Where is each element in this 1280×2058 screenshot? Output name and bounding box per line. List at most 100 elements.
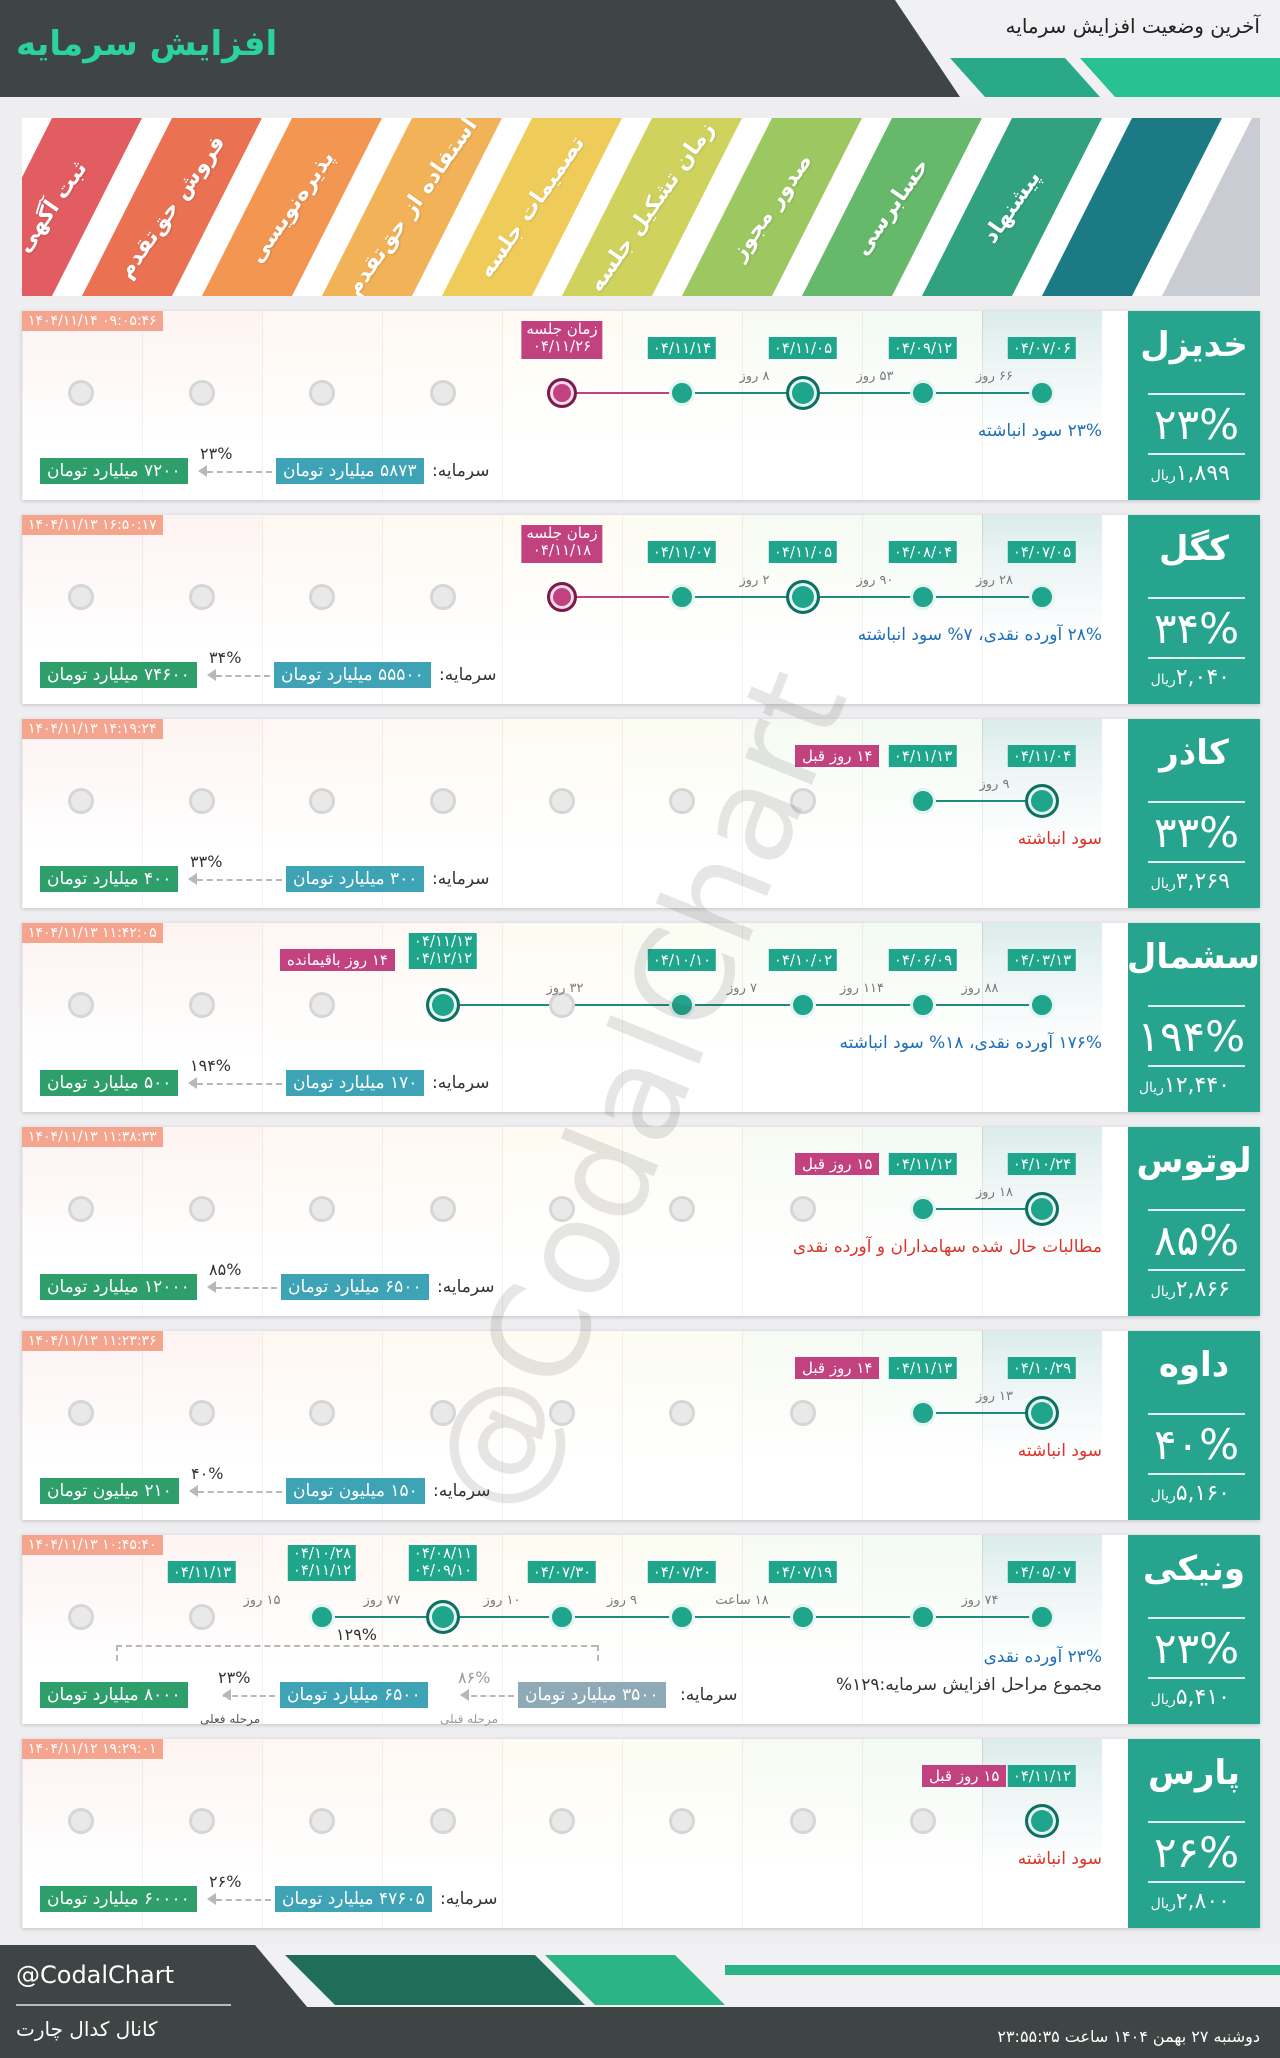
progress-node bbox=[790, 1604, 816, 1630]
stage-prev-label: مرحله قبلی bbox=[440, 1712, 499, 1726]
company-name[interactable]: داوه bbox=[1158, 1345, 1230, 1385]
timestamp: ۱۴۰۴/۱۱/۱۲ ۱۹:۲۹:۰۱ bbox=[22, 1739, 163, 1759]
total-bracket bbox=[116, 1645, 597, 1647]
meeting-date: ۰۴/۱۱/۲۶ bbox=[532, 337, 592, 355]
pending-node bbox=[790, 1196, 816, 1222]
increase-percent: ۲۳% bbox=[1148, 393, 1245, 455]
description: مطالبات حال شده سهامداران و آورده نقدی bbox=[792, 1237, 1102, 1257]
day-gap: ۹۰ روز bbox=[856, 573, 894, 588]
pending-node bbox=[68, 1196, 94, 1222]
company-panel[interactable]: کگل ۳۴% ۲,۰۴۰ریال bbox=[1128, 515, 1260, 704]
meeting-title: زمان جلسه bbox=[526, 524, 598, 542]
price-unit: ریال bbox=[1150, 1284, 1176, 1300]
day-gap: ۱۰ روز bbox=[483, 1593, 521, 1608]
company-name[interactable]: سشمال bbox=[1126, 937, 1260, 977]
day-gap: ۷۴ روز bbox=[961, 1593, 999, 1608]
timeline-line bbox=[923, 1208, 1042, 1210]
company-name[interactable]: کاذر bbox=[1159, 733, 1229, 773]
company-name[interactable]: ونیکی bbox=[1143, 1549, 1245, 1589]
day-gap: ۱۵ روز bbox=[243, 1593, 281, 1608]
timeline-line bbox=[923, 1412, 1042, 1414]
date-label: ۰۴/۱۱/۱۳ bbox=[888, 745, 958, 767]
date-label: ۰۴/۱۱/۰۵ bbox=[768, 337, 838, 359]
timeline-line-pending bbox=[562, 596, 682, 598]
date-label: ۰۴/۱۰/۲۴ bbox=[1007, 1153, 1077, 1175]
progress-node bbox=[1029, 380, 1055, 406]
pending-node bbox=[549, 1400, 575, 1426]
description: ۲۳% آورده نقدی bbox=[983, 1647, 1102, 1667]
progress-node bbox=[426, 1600, 460, 1634]
remaining-badge: ۱۴ روز باقیمانده bbox=[280, 949, 395, 971]
timestamp: ۱۴۰۴/۱۱/۱۳ ۱۰:۴۵:۴۰ bbox=[22, 1535, 163, 1555]
bracket-tick bbox=[597, 1645, 599, 1661]
progress-node bbox=[669, 992, 695, 1018]
footer-channel[interactable]: کانال کدال چارت bbox=[16, 2017, 158, 2041]
day-gap: ۷ روز bbox=[727, 981, 757, 996]
stage-label: صدور مجوز bbox=[726, 149, 818, 265]
timeline-line bbox=[923, 800, 1042, 802]
price-unit: ریال bbox=[1150, 672, 1176, 688]
stage-label: پیشنهاد bbox=[978, 165, 1046, 249]
company-card: ۰۴/۰۵/۰۷ ۰۴/۰۷/۱۹ ۰۴/۰۷/۲۰ ۰۴/۰۷/۳۰ ۰۴/۰۸/۱۱… bbox=[22, 1535, 1260, 1726]
capital-arrow bbox=[216, 1899, 271, 1901]
date-label: ۰۴/۱۱/۱۳ bbox=[167, 1561, 237, 1583]
price-value: ۵,۱۶۰ bbox=[1175, 1481, 1230, 1506]
company-name[interactable]: خدیزل bbox=[1140, 325, 1248, 365]
pending-node bbox=[189, 1808, 215, 1834]
pending-node bbox=[430, 380, 456, 406]
share-price: ۱۲,۴۴۰ریال bbox=[1139, 1073, 1230, 1098]
progress-node bbox=[786, 376, 820, 410]
date-label: ۰۴/۰۳/۱۳ bbox=[1007, 949, 1077, 971]
increase-percent: ۳۴% bbox=[1148, 597, 1245, 659]
progress-node bbox=[1025, 784, 1059, 818]
arrow-head bbox=[188, 873, 197, 885]
company-name[interactable]: پارس bbox=[1147, 1753, 1241, 1793]
capital-label: سرمایه: bbox=[432, 869, 490, 889]
price-unit: ریال bbox=[1150, 468, 1176, 484]
meeting-date: ۰۴/۱۱/۱۸ bbox=[532, 541, 592, 559]
pending-node bbox=[189, 992, 215, 1018]
capital-arrow bbox=[197, 1083, 282, 1085]
stage-banner: ثبت آگهی فروش حق‌تقدم پذیره‌نویسی استفاده ا… bbox=[22, 118, 1260, 296]
elapsed-badge: ۱۵ روز قبل bbox=[795, 1153, 880, 1175]
description-total: مجموع مراحل افزایش سرمایه:۱۲۹% bbox=[835, 1675, 1102, 1695]
progress-node bbox=[786, 580, 820, 614]
company-card: ۰۴/۱۱/۱۲ ۱۵ روز قبل ۱۴۰۴/۱۱/۱۲ ۱۹:۲۹:۰۱ سود… bbox=[22, 1739, 1260, 1928]
day-gap: ۹ روز bbox=[607, 1593, 637, 1608]
description: ۱۷۶% آورده نقدی، ۱۸% سود انباشته bbox=[839, 1033, 1102, 1053]
description: سود انباشته bbox=[1017, 1441, 1102, 1461]
pending-node bbox=[189, 788, 215, 814]
company-panel[interactable]: لوتوس ۸۵% ۲,۸۶۶ریال bbox=[1128, 1127, 1260, 1316]
footer-handle[interactable]: @CodalChart bbox=[16, 1961, 175, 1989]
company-panel[interactable]: داوه ۴۰% ۵,۱۶۰ریال bbox=[1128, 1331, 1260, 1520]
capital-to: ۷۴۶۰۰ میلیارد تومان bbox=[40, 662, 197, 688]
company-card: ۰۴/۱۰/۲۴ ۰۴/۱۱/۱۲ ۱۸ روز ۱۵ روز قبل ۱۴۰۴/۱۱/… bbox=[22, 1127, 1260, 1316]
progress-node bbox=[1025, 1192, 1059, 1226]
date-label: ۰۴/۰۸/۱۱ ۰۴/۰۹/۱۰ bbox=[408, 1545, 478, 1581]
company-card: ۰۴/۰۳/۱۳ ۰۴/۰۶/۰۹ ۰۴/۱۰/۰۲ ۰۴/۱۰/۱۰ ۰۴/۱۱/۱۳… bbox=[22, 923, 1260, 1112]
capital-arrow bbox=[198, 1491, 282, 1493]
company-panel[interactable]: خدیزل ۲۳% ۱,۸۹۹ریال bbox=[1128, 311, 1260, 500]
capital-growth: ۱۹۴% bbox=[190, 1056, 231, 1075]
company-panel[interactable]: سشمال ۱۹۴% ۱۲,۴۴۰ریال bbox=[1126, 923, 1260, 1112]
share-price: ۵,۴۱۰ریال bbox=[1151, 1685, 1230, 1710]
stage-current-label: مرحله فعلی bbox=[200, 1712, 261, 1726]
company-name[interactable]: لوتوس bbox=[1136, 1141, 1252, 1181]
pending-node bbox=[189, 1400, 215, 1426]
pending-node bbox=[189, 584, 215, 610]
day-gap: ۱۳ روز bbox=[976, 1389, 1013, 1404]
stage-label: حسابرسی bbox=[849, 153, 935, 261]
timestamp: ۱۴۰۴/۱۱/۱۳ ۱۱:۴۲:۰۵ bbox=[22, 923, 163, 943]
company-name[interactable]: کگل bbox=[1159, 529, 1229, 569]
timestamp: ۱۴۰۴/۱۱/۱۳ ۱۶:۵۰:۱۷ bbox=[22, 515, 163, 535]
company-panel[interactable]: کاذر ۳۳% ۳,۲۶۹ریال bbox=[1128, 719, 1260, 908]
company-panel[interactable]: پارس ۲۶% ۲,۸۰۰ریال bbox=[1128, 1739, 1260, 1928]
progress-node bbox=[309, 1604, 335, 1630]
capital-from: ۵۵۵۰۰ میلیارد تومان bbox=[274, 662, 431, 688]
timestamp: ۱۴۰۴/۱۱/۱۳ ۱۴:۱۹:۲۴ bbox=[22, 719, 163, 739]
arrow-head bbox=[207, 1893, 216, 1905]
day-gap: ۱۱۴ روز bbox=[840, 981, 884, 996]
company-panel[interactable]: ونیکی ۲۳% ۵,۴۱۰ریال bbox=[1128, 1535, 1260, 1724]
pending-node bbox=[430, 584, 456, 610]
stage-label: پذیره‌نویسی bbox=[244, 146, 340, 268]
